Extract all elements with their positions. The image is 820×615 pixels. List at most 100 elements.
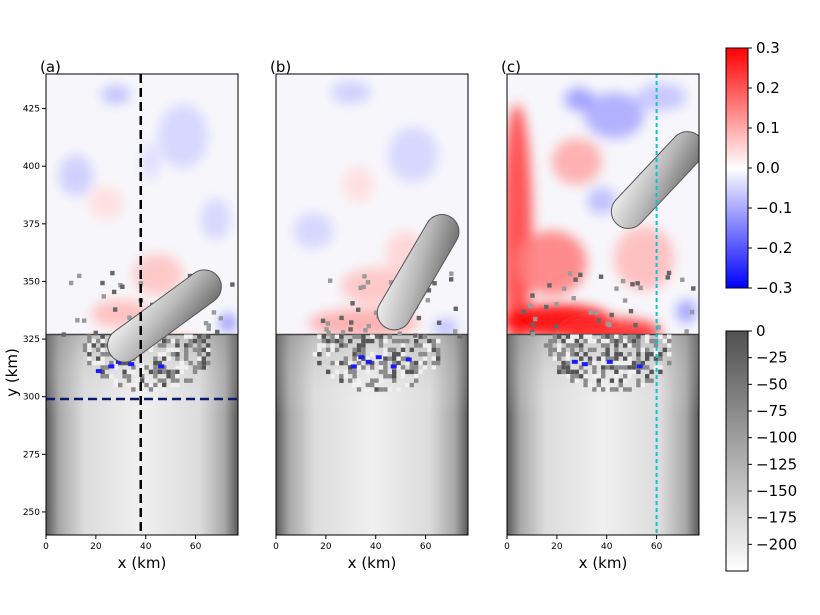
debris-cell <box>630 282 635 287</box>
panel-frame <box>506 73 700 536</box>
cavity-cell <box>192 369 198 375</box>
colorbar-tick-label: −200 <box>756 535 797 553</box>
cavity-cell <box>400 356 406 361</box>
cavity-cell <box>561 365 566 370</box>
cavity-cell <box>396 360 401 366</box>
cavity-cell <box>321 343 326 348</box>
cavity-cell <box>552 338 557 344</box>
cavity-cell <box>170 352 176 357</box>
cavity-cell <box>414 369 419 375</box>
cavity-cell <box>184 347 189 353</box>
cavity-cell <box>636 382 641 388</box>
cavity-cell <box>627 352 632 357</box>
cavity-cell <box>383 356 388 361</box>
cavity-cell <box>197 343 202 348</box>
cavity-cell <box>623 360 628 366</box>
cavity-cell <box>601 352 606 357</box>
cavity-cell <box>378 343 384 348</box>
cavity-cell <box>431 365 436 370</box>
cold-cell <box>581 362 588 367</box>
cavity-cell <box>548 343 553 348</box>
debris-cell <box>413 333 418 338</box>
cavity-cell <box>405 382 410 388</box>
cavity-cell <box>557 352 562 357</box>
cavity-cell <box>175 356 180 361</box>
cavity-cell <box>166 347 171 353</box>
cavity-cell <box>383 369 388 375</box>
cavity-cell <box>574 378 579 383</box>
debris-cell <box>528 303 533 309</box>
cavity-cell <box>396 338 401 344</box>
cavity-cell <box>383 374 388 379</box>
cavity-cell <box>175 382 180 388</box>
cavity-cell <box>649 352 654 357</box>
cavity-cell <box>201 365 206 370</box>
cavity-cell <box>627 374 632 379</box>
x-tick-label: 60 <box>420 542 432 552</box>
cavity-cell <box>431 338 436 344</box>
cavity-cell <box>392 369 397 375</box>
cavity-cell <box>126 378 132 383</box>
cavity-cell <box>148 347 154 353</box>
debris-cell <box>112 307 118 312</box>
cavity-cell <box>356 360 362 366</box>
cavity-cell <box>370 378 375 383</box>
cavity-cell <box>197 356 202 361</box>
cavity-cell <box>592 369 597 375</box>
cavity-cell <box>618 360 623 366</box>
cavity-cell <box>640 347 645 353</box>
cavity-cell <box>623 365 628 370</box>
cavity-cell <box>170 382 176 388</box>
cavity-cell <box>370 334 375 339</box>
cavity-cell <box>418 343 423 348</box>
cavity-cell <box>206 334 211 339</box>
cavity-cell <box>192 365 198 370</box>
cavity-cell <box>405 369 410 375</box>
cavity-cell <box>383 347 388 353</box>
cavity-cell <box>640 360 645 366</box>
cavity-cell <box>370 365 375 370</box>
cavity-cell <box>601 365 606 370</box>
cavity-cell <box>126 374 132 379</box>
cavity-cell <box>561 360 566 366</box>
cavity-cell <box>87 334 92 339</box>
cavity-cell <box>201 347 206 353</box>
cavity-cell <box>188 334 193 339</box>
cavity-cell <box>618 334 623 339</box>
debris-cell <box>348 327 353 332</box>
cavity-cell <box>87 343 92 348</box>
x-axis-label: x (km) <box>579 554 628 572</box>
cavity-cell <box>552 356 557 361</box>
cavity-cell <box>636 338 641 344</box>
debris-cell <box>684 329 689 334</box>
cavity-cell <box>348 338 353 344</box>
cavity-cell <box>667 352 672 357</box>
debris-cell <box>362 274 367 279</box>
cavity-cell <box>614 369 619 375</box>
panel-label: (b) <box>270 58 291 76</box>
debris-cell <box>529 329 535 335</box>
cavity-cell <box>414 374 419 379</box>
cavity-cell <box>409 365 414 370</box>
cavity-cell <box>422 356 428 361</box>
cavity-cell <box>100 360 105 366</box>
cavity-cell <box>614 356 619 361</box>
debris-cell <box>325 321 331 326</box>
cavity-cell <box>179 360 184 366</box>
cavity-cell <box>636 356 641 361</box>
cavity-cell <box>636 347 641 353</box>
cavity-cell <box>414 360 419 366</box>
cavity-cell <box>334 369 340 375</box>
cavity-cell <box>126 382 132 388</box>
cavity-cell <box>592 374 597 379</box>
cavity-cell <box>618 338 623 344</box>
cavity-cell <box>87 356 92 361</box>
cold-cell <box>375 355 382 360</box>
cavity-cell <box>157 378 162 383</box>
colorbar-tick-label: 0.3 <box>756 39 780 57</box>
cavity-cell <box>370 360 375 366</box>
cavity-cell <box>100 343 105 348</box>
cavity-cell <box>587 338 593 344</box>
cavity-cell <box>414 343 419 348</box>
cavity-cell <box>609 334 615 339</box>
